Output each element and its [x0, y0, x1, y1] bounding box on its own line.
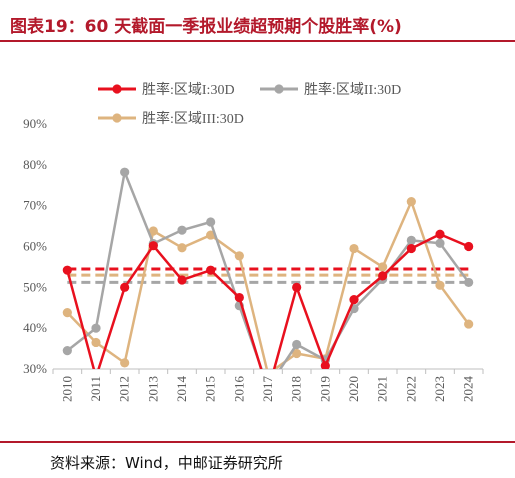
- data-point: [177, 243, 187, 253]
- legend-label: 胜率:区域I:30D: [142, 81, 235, 98]
- data-point: [234, 292, 244, 303]
- data-point: [349, 243, 359, 254]
- legend-swatch-marker: [112, 113, 122, 123]
- data-point: [406, 196, 416, 207]
- line-chart: 胜率:区域I:30D 胜率:区域II:30D 胜率:区域III:30D 30% 40%…: [23, 81, 484, 403]
- series-line: [66, 233, 470, 369]
- y-tick-label: 70%: [23, 198, 47, 213]
- x-tick-label: 2014: [174, 376, 189, 403]
- data-point: [120, 358, 130, 368]
- data-point: [406, 243, 416, 254]
- data-point: [378, 271, 388, 281]
- y-tick-label: 50%: [23, 279, 47, 294]
- data-point: [206, 265, 216, 275]
- y-tick-label: 30%: [23, 361, 47, 376]
- data-point: [91, 337, 101, 348]
- source-note: 资料来源：Wind，中邮证券研究所: [50, 454, 283, 472]
- data-point: [234, 251, 244, 261]
- x-tick-label: 2012: [117, 376, 132, 402]
- data-point: [435, 280, 445, 290]
- data-point: [349, 294, 359, 305]
- x-tick-label: 2015: [203, 376, 218, 402]
- y-tick-label: 90%: [23, 116, 47, 131]
- footer-rule: [0, 441, 515, 443]
- x-axis: 2010 2011 2012 2013 2014 2015 2016 2017 2018 2019…: [52, 368, 484, 403]
- data-point: [464, 277, 474, 288]
- chart-title: 图表19：60 天截面一季报业绩超预期个股胜率(%): [10, 17, 402, 37]
- data-point: [62, 265, 72, 275]
- legend: 胜率:区域I:30D 胜率:区域II:30D 胜率:区域III:30D: [98, 81, 401, 127]
- data-point: [406, 235, 416, 245]
- x-tick-label: 2023: [432, 376, 447, 402]
- x-tick-label: 2011: [88, 376, 103, 402]
- y-axis: 30% 40% 50% 60% 70% 80% 90%: [23, 116, 47, 376]
- x-tick-label: 2024: [461, 376, 476, 403]
- data-point: [464, 241, 474, 252]
- legend-swatch-marker: [274, 84, 284, 94]
- legend-label: 胜率:区域II:30D: [304, 81, 401, 98]
- data-point: [148, 226, 158, 236]
- data-point: [91, 323, 101, 333]
- legend-swatch-marker: [112, 84, 122, 94]
- data-point: [292, 282, 302, 292]
- x-tick-label: 2019: [317, 376, 332, 402]
- data-point: [177, 275, 187, 285]
- data-point: [148, 241, 158, 251]
- data-point: [62, 308, 72, 318]
- y-tick-label: 40%: [23, 320, 47, 335]
- x-tick-label: 2021: [375, 376, 390, 402]
- data-point: [62, 346, 72, 356]
- y-tick-label: 60%: [23, 239, 47, 254]
- data-point: [320, 361, 330, 369]
- data-point: [435, 238, 445, 248]
- legend-label: 胜率:区域III:30D: [142, 110, 244, 127]
- series-line: [66, 200, 470, 369]
- title-rule: [0, 40, 515, 42]
- data-point: [435, 229, 445, 239]
- data-point: [464, 319, 474, 329]
- x-tick-label: 2010: [59, 376, 74, 402]
- y-tick-label: 80%: [23, 157, 47, 172]
- data-point: [206, 230, 216, 240]
- data-point: [120, 167, 130, 177]
- x-tick-label: 2013: [145, 376, 160, 402]
- mean-lines: [67, 267, 469, 284]
- data-point: [378, 262, 388, 272]
- series-line: [66, 170, 470, 369]
- data-point: [292, 339, 302, 350]
- series-lines: [62, 167, 474, 369]
- data-point: [177, 225, 187, 235]
- x-tick-label: 2022: [403, 376, 418, 402]
- data-point: [206, 217, 216, 227]
- x-tick-label: 2016: [231, 376, 246, 403]
- x-tick-label: 2020: [346, 376, 361, 402]
- x-tick-label: 2017: [260, 376, 275, 403]
- data-point: [292, 348, 302, 359]
- data-point: [120, 282, 130, 292]
- x-tick-label: 2018: [289, 376, 304, 402]
